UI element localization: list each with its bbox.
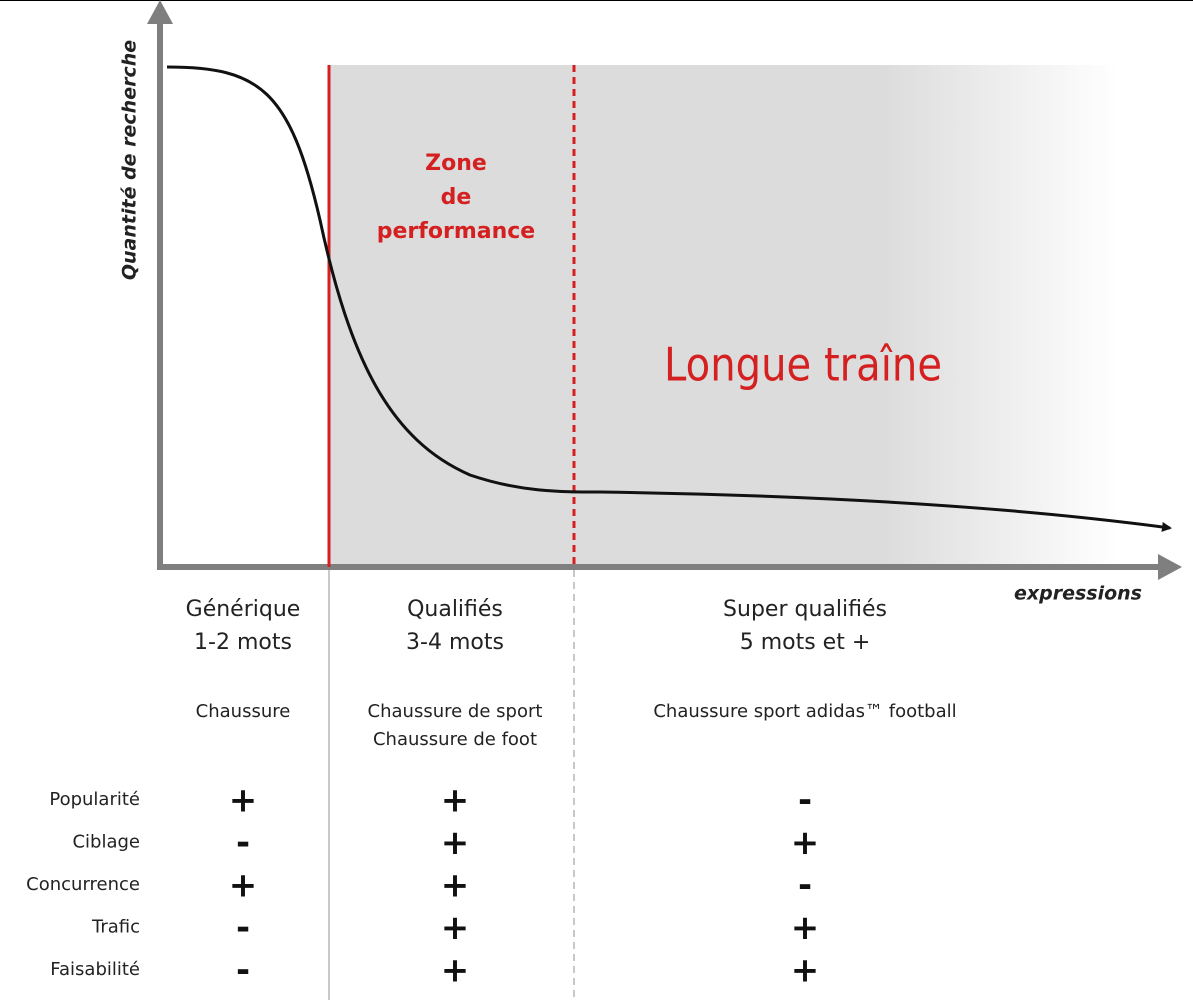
column-title: Qualifiés: [407, 597, 503, 622]
criterion-value: -: [236, 823, 250, 863]
example: Chaussure de foot: [373, 729, 537, 750]
comparison-table: Générique 1-2 mots Chaussure Qualifiés 3-4 m…: [26, 597, 956, 991]
criterion-value: +: [441, 951, 470, 991]
criterion-label: Concurrence: [26, 874, 140, 895]
zone-label: Zone: [425, 151, 487, 176]
criterion-value: +: [791, 951, 820, 991]
column-title: 1-2 mots: [194, 630, 292, 655]
criterion-label: Faisabilité: [50, 959, 140, 980]
column-title: Super qualifiés: [723, 597, 887, 622]
x-axis-arrow: [1158, 554, 1182, 580]
criterion-label: Trafic: [91, 917, 140, 938]
criterion-value: -: [236, 951, 250, 991]
example: Chaussure sport adidas™ football: [653, 701, 956, 722]
x-axis-label: expressions: [1014, 583, 1142, 605]
criterion-value: +: [441, 908, 470, 948]
long-tail-label: Longue traîne: [664, 338, 942, 392]
criterion-value: -: [798, 781, 812, 821]
criterion-value: +: [229, 781, 258, 821]
column-title: 5 mots et +: [740, 630, 871, 655]
zone-label: de: [441, 185, 472, 210]
example: Chaussure de sport: [368, 701, 543, 722]
y-axis-label: Quantité de recherche: [119, 40, 141, 280]
criterion-value: -: [798, 866, 812, 906]
criterion-value: +: [441, 823, 470, 863]
criterion-value: +: [791, 823, 820, 863]
demand-curve: [166, 65, 1172, 532]
criterion-label: Ciblage: [72, 832, 140, 853]
criterion-value: +: [229, 866, 258, 906]
shaded-zone: [329, 65, 1119, 567]
criterion-value: -: [236, 908, 250, 948]
y-axis-arrow: [147, 0, 173, 24]
column-title: 3-4 mots: [406, 630, 504, 655]
criterion-value: +: [441, 781, 470, 821]
example: Chaussure: [196, 701, 291, 722]
criterion-label: Popularité: [49, 789, 140, 810]
criterion-value: +: [441, 866, 470, 906]
zone-label: performance: [377, 219, 535, 244]
criterion-value: +: [791, 908, 820, 948]
column-title: Générique: [186, 597, 301, 622]
